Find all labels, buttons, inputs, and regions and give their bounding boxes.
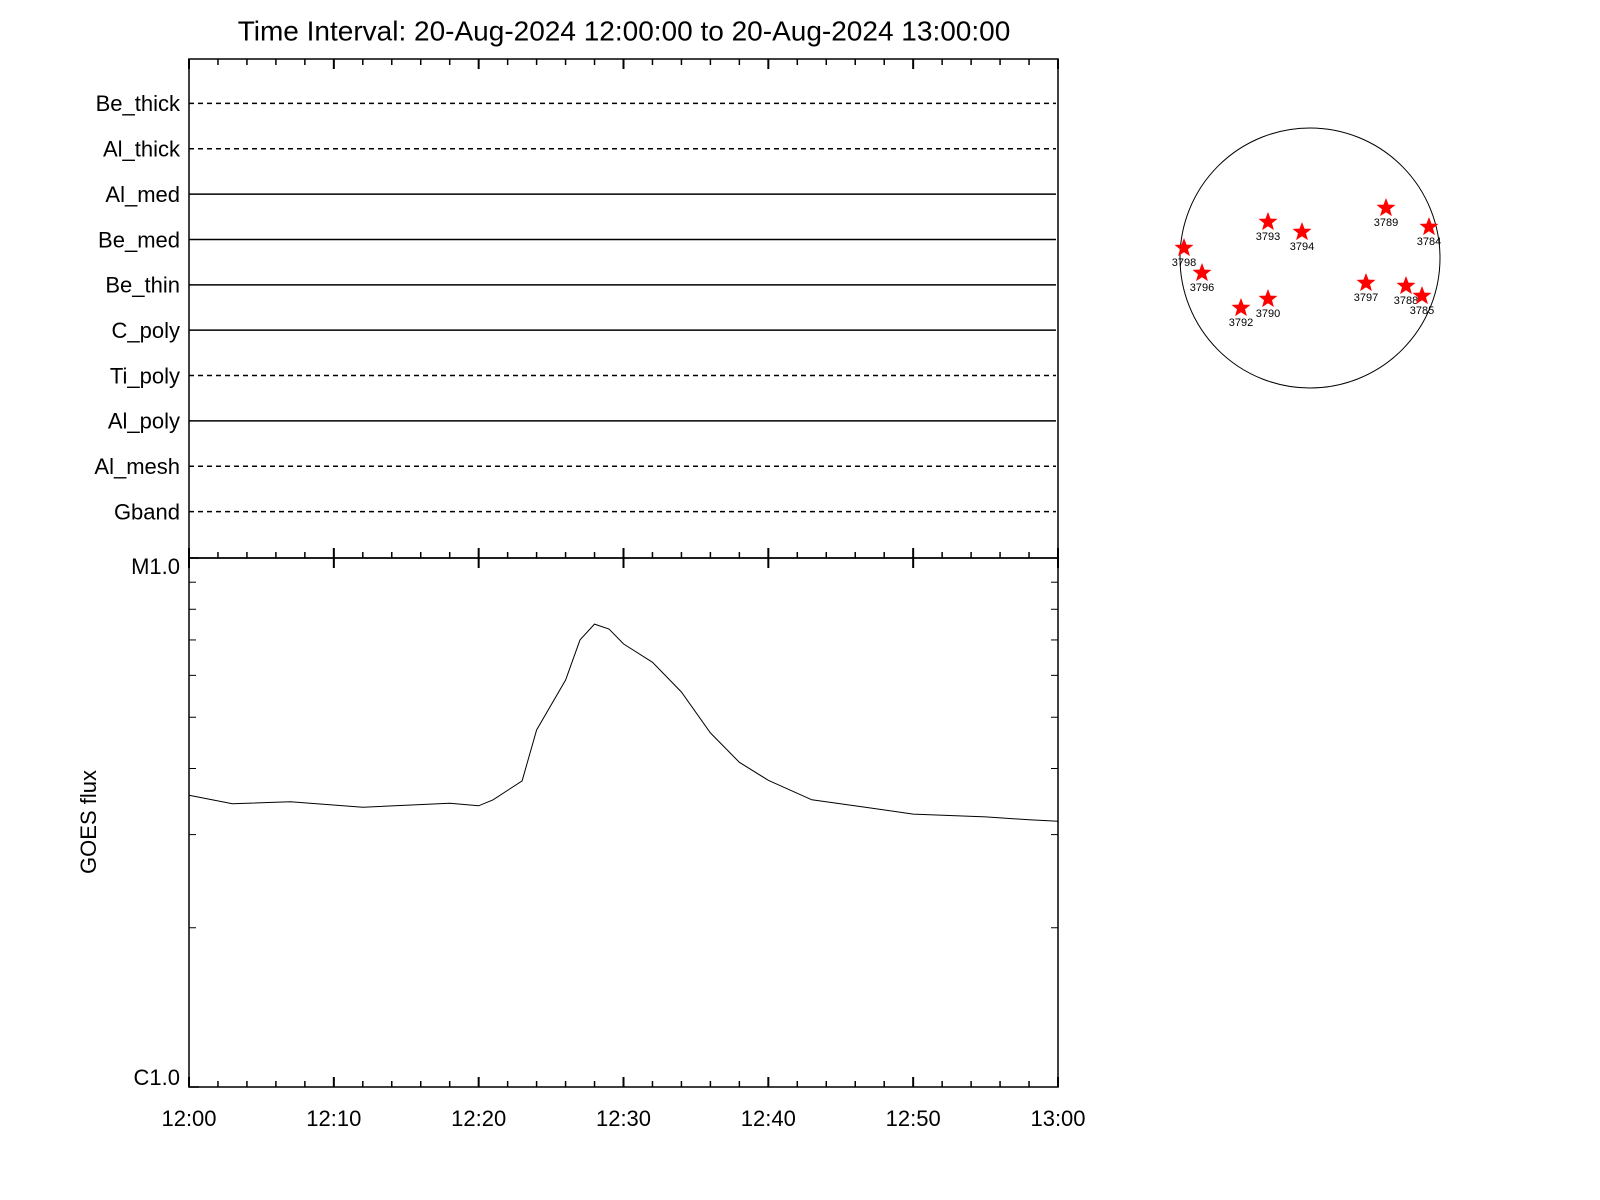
panel-frame xyxy=(188,58,1059,559)
region-label: 3797 xyxy=(1354,292,1378,304)
region-marker xyxy=(1412,286,1432,305)
filter-label: Ti_poly xyxy=(110,363,180,388)
panel-frame xyxy=(188,557,1059,1088)
region-marker xyxy=(1174,238,1194,257)
region-label: 3793 xyxy=(1256,231,1280,243)
region-marker xyxy=(1192,263,1212,282)
x-tick-label: 12:30 xyxy=(596,1106,651,1131)
region-label: 3789 xyxy=(1374,217,1398,229)
x-tick-label: 13:00 xyxy=(1030,1106,1085,1131)
region-label: 3784 xyxy=(1417,236,1441,248)
region-marker xyxy=(1376,198,1396,217)
region-marker xyxy=(1258,212,1278,231)
x-tick-label: 12:40 xyxy=(741,1106,796,1131)
region-label: 3798 xyxy=(1172,257,1196,269)
solar-disk xyxy=(1179,127,1441,389)
filter-label: Be_thick xyxy=(96,91,181,116)
region-marker xyxy=(1396,276,1416,295)
region-marker xyxy=(1258,289,1278,308)
region-marker xyxy=(1231,298,1251,317)
filter-label: Be_med xyxy=(98,227,180,252)
region-marker xyxy=(1419,217,1439,236)
y-tick-label: M1.0 xyxy=(131,554,180,579)
region-label: 3788 xyxy=(1394,295,1418,307)
region-marker xyxy=(1292,222,1312,241)
region-label: 3790 xyxy=(1256,308,1280,320)
x-tick-label: 12:20 xyxy=(451,1106,506,1131)
y-tick-label: C1.0 xyxy=(134,1065,180,1090)
filter-label: Al_poly xyxy=(108,409,180,434)
filter-label: Al_mesh xyxy=(94,454,180,479)
region-marker xyxy=(1356,273,1376,292)
filter-label: Al_thick xyxy=(103,137,181,162)
x-tick-label: 12:50 xyxy=(886,1106,941,1131)
filter-label: Be_thin xyxy=(105,273,180,298)
region-label: 3785 xyxy=(1410,305,1434,317)
region-label: 3796 xyxy=(1190,282,1214,294)
filter-label: Gband xyxy=(114,499,180,524)
chart-title: Time Interval: 20-Aug-2024 12:00:00 to 2… xyxy=(238,15,1011,46)
y-axis-label: GOES flux xyxy=(76,770,101,874)
flux-line xyxy=(188,623,1059,822)
region-label: 3792 xyxy=(1229,317,1253,329)
filter-label: C_poly xyxy=(112,318,180,343)
x-tick-label: 12:00 xyxy=(161,1106,216,1131)
filter-label: Al_med xyxy=(105,182,180,207)
x-tick-label: 12:10 xyxy=(306,1106,361,1131)
region-label: 3794 xyxy=(1290,241,1314,253)
